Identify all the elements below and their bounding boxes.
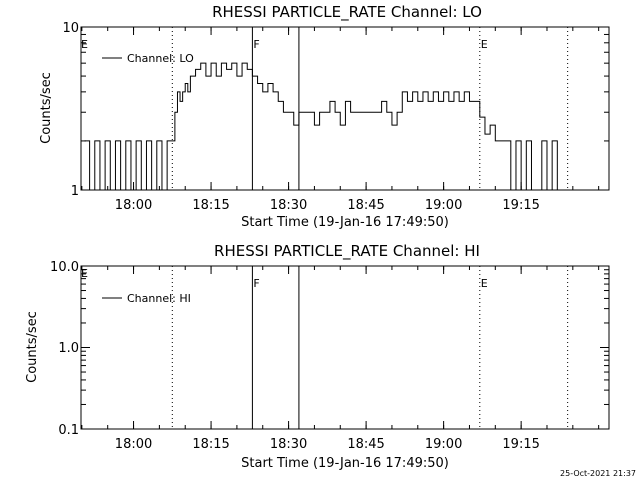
x-tick-label: 18:00 bbox=[115, 437, 152, 452]
time-marker-label: F bbox=[253, 38, 259, 51]
lo-channel-panel: RHESSI PARTICLE_RATE Channel: LO Counts/… bbox=[39, 3, 610, 230]
hi-x-ticks: 18:00 18:15 18:30 18:45 19:00 19:15 bbox=[81, 266, 600, 452]
lo-series-line bbox=[84, 62, 558, 191]
time-marker-label: F bbox=[253, 277, 259, 290]
hi-chart-title: RHESSI PARTICLE_RATE Channel: HI bbox=[214, 242, 480, 261]
hi-y-tick-label: 1.0 bbox=[58, 341, 79, 356]
x-tick-label: 18:45 bbox=[347, 437, 384, 452]
hi-channel-panel: RHESSI PARTICLE_RATE Channel: HI Counts/… bbox=[25, 242, 610, 471]
x-tick-label: 19:15 bbox=[502, 198, 539, 213]
hi-y-tick-label: 0.1 bbox=[58, 423, 79, 438]
hi-plot-frame bbox=[80, 265, 610, 430]
lo-y-tick-label: 10 bbox=[62, 21, 79, 36]
x-tick-label: 19:15 bbox=[502, 437, 539, 452]
x-tick-label: 18:15 bbox=[192, 198, 229, 213]
hi-x-axis-label: Start Time (19-Jan-16 17:49:50) bbox=[241, 456, 449, 471]
lo-y-tick-label: 1 bbox=[71, 184, 79, 199]
hi-y-axis-label: Counts/sec bbox=[25, 311, 40, 383]
time-marker-label: E bbox=[481, 277, 488, 290]
x-tick-label: 18:30 bbox=[270, 437, 307, 452]
lo-x-ticks: 18:00 18:15 18:30 18:45 19:00 19:15 bbox=[81, 27, 600, 213]
generation-timestamp: 25-Oct-2021 21:37 bbox=[560, 469, 636, 478]
lo-x-axis-label: Start Time (19-Jan-16 17:49:50) bbox=[241, 215, 449, 230]
x-tick-label: 19:00 bbox=[425, 198, 462, 213]
x-tick-label: 18:00 bbox=[115, 198, 152, 213]
x-tick-label: 19:00 bbox=[425, 437, 462, 452]
hi-legend-label: Channel: HI bbox=[127, 292, 191, 305]
lo-legend-label: Channel: LO bbox=[127, 52, 194, 65]
lo-chart-title: RHESSI PARTICLE_RATE Channel: LO bbox=[212, 3, 482, 22]
x-tick-label: 18:45 bbox=[347, 198, 384, 213]
lo-edge-marker-label: E bbox=[81, 38, 88, 51]
time-marker-label: E bbox=[481, 38, 488, 51]
hi-y-tick-label: 10.0 bbox=[50, 260, 79, 275]
hi-y-minor-ticks bbox=[81, 265, 609, 430]
lo-y-axis-label: Counts/sec bbox=[39, 72, 54, 144]
x-tick-label: 18:15 bbox=[192, 437, 229, 452]
lo-y-minor-ticks bbox=[81, 26, 609, 191]
lo-plot-frame bbox=[80, 26, 610, 191]
x-tick-label: 18:30 bbox=[270, 198, 307, 213]
